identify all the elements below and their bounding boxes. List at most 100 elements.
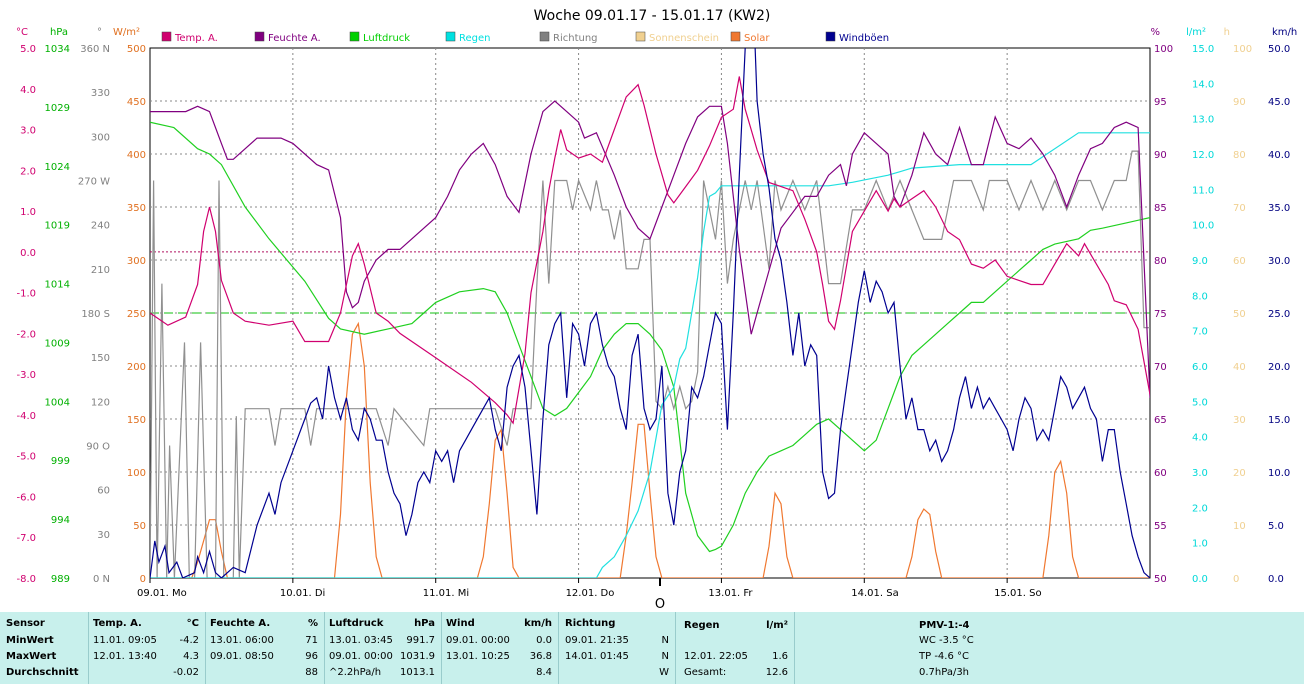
dir-tick-label: 210 xyxy=(91,265,110,276)
dir-tick-label: 150 xyxy=(91,353,110,364)
rain-total-label: Gesamt: xyxy=(684,667,727,678)
pres-min-time: 13.01. 03:45 xyxy=(329,635,393,646)
rain-tick-label: 6.0 xyxy=(1192,362,1208,373)
rain-max-time: 12.01. 22:05 xyxy=(684,651,748,662)
legend-item-label: Feuchte A. xyxy=(268,33,321,44)
weather-chart: Woche 09.01.17 - 15.01.17 (KW2) Temp. A.… xyxy=(16,8,1297,610)
rain-tick-label: 7.0 xyxy=(1192,327,1208,338)
x-tick-label: 13.01. Fr xyxy=(708,588,753,599)
dir-tick-label: 180 S xyxy=(81,309,110,320)
dir-max-time: 14.01. 01:45 xyxy=(565,651,629,662)
pmv-dewpoint: TP -4.6 °C xyxy=(919,651,969,662)
pres-tick-label: 994 xyxy=(51,515,70,526)
solar-tick-label: 350 xyxy=(127,203,146,214)
rain-total-value: 12.6 xyxy=(765,667,788,678)
x-tick-label: 15.01. So xyxy=(994,588,1041,599)
wind-avg-value: 8.4 xyxy=(536,667,552,678)
sensor-header: Sensor xyxy=(6,618,45,629)
pres-tick-label: 1004 xyxy=(45,397,70,408)
dir-tick-label: 240 xyxy=(91,221,110,232)
solar-tick-label: 400 xyxy=(127,150,146,161)
grid-lines xyxy=(150,48,1150,578)
rain-tick-label: 13.0 xyxy=(1192,115,1214,126)
temp-tick-label: -4.0 xyxy=(16,411,36,422)
temp-unit-label: °C xyxy=(16,27,28,38)
cursor-marker[interactable]: O xyxy=(655,597,665,610)
hum-max-time: 09.01. 08:50 xyxy=(210,651,274,662)
hum-tick-label: 85 xyxy=(1154,203,1167,214)
temp-tick-label: 5.0 xyxy=(20,44,36,55)
solar-tick-label: 300 xyxy=(127,256,146,267)
legend-item-label: Temp. A. xyxy=(174,33,218,44)
dir-min-value: N xyxy=(661,635,669,646)
pres-unit-label: hPa xyxy=(50,27,68,38)
left-axes: 5.0 4.0 3.0 2.0 1.0 0.0 -1.0 -2.0 -3.0 -4.0 -5.0 -6… xyxy=(16,27,146,585)
gust-tick-label: 35.0 xyxy=(1268,203,1290,214)
pres-tick-label: 1024 xyxy=(45,162,70,173)
hum-unit: % xyxy=(307,618,318,629)
temp-min-time: 11.01. 09:05 xyxy=(93,635,157,646)
legend-swatch xyxy=(445,31,456,42)
dir-tick-label: 60 xyxy=(97,486,110,497)
rain-tick-label: 15.0 xyxy=(1192,44,1214,55)
sun-tick-label: 40 xyxy=(1233,362,1246,373)
temp-tick-label: -8.0 xyxy=(16,574,36,585)
sun-tick-label: 20 xyxy=(1233,468,1246,479)
dir-header: Richtung xyxy=(565,618,616,629)
chart-title: Woche 09.01.17 - 15.01.17 (KW2) xyxy=(534,8,771,24)
rain-tick-label: 0.0 xyxy=(1192,574,1208,585)
dir-tick-label: 0 N xyxy=(93,574,110,585)
dir-min-time: 09.01. 21:35 xyxy=(565,635,629,646)
stats-dir-column: Richtung 09.01. 21:35 N 14.01. 01:45 N W xyxy=(559,612,676,684)
minwert-label: MinWert xyxy=(6,635,54,646)
stats-sensor-column: Sensor MinWert MaxWert Durchschnitt xyxy=(0,612,89,684)
legend-item-label: Richtung xyxy=(553,33,598,44)
solar-tick-label: 200 xyxy=(127,362,146,373)
chart-legend: Temp. A. Feuchte A. Luftdruck Regen Richtung… xyxy=(161,31,889,44)
pres-tick-label: 1009 xyxy=(45,338,70,349)
legend-item-label: Regen xyxy=(459,33,491,44)
hum-tick-label: 55 xyxy=(1154,521,1167,532)
dir-tick-label: 30 xyxy=(97,530,110,541)
hum-min-value: 71 xyxy=(305,635,318,646)
dir-tick-label: 330 xyxy=(91,88,110,99)
legend-item-label: Luftdruck xyxy=(363,33,410,44)
temp-series-line xyxy=(150,76,1150,425)
pres-max-time: 09.01. 00:00 xyxy=(329,651,393,662)
pres-unit: hPa xyxy=(414,618,435,629)
temp-header: Temp. A. xyxy=(93,618,142,629)
series-group xyxy=(150,48,1150,578)
legend-item-label: Windböen xyxy=(839,33,889,44)
stats-temp-column: Temp. A. °C 11.01. 09:05 -4.2 12.01. 13:… xyxy=(89,612,206,684)
solar-tick-label: 0 xyxy=(140,574,146,585)
rain-tick-label: 9.0 xyxy=(1192,256,1208,267)
pres-trend: ^2.2hPa/h xyxy=(329,667,382,678)
gust-tick-label: 40.0 xyxy=(1268,150,1290,161)
rain-series-line xyxy=(150,132,1150,578)
right-axes: 10095908580757065605550%15.014.013.012.0… xyxy=(1150,27,1297,585)
solar-tick-label: 250 xyxy=(127,309,146,320)
rain-tick-label: 11.0 xyxy=(1192,185,1214,196)
rain-unit: l/m² xyxy=(766,620,788,631)
solar-series-line xyxy=(150,321,1150,578)
temp-tick-label: -2.0 xyxy=(16,329,36,340)
rain-tick-label: 2.0 xyxy=(1192,503,1208,514)
hum-unit-label: % xyxy=(1150,27,1160,38)
sun-tick-label: 10 xyxy=(1233,521,1246,532)
solar-tick-label: 100 xyxy=(127,468,146,479)
durchschnitt-label: Durchschnitt xyxy=(6,667,79,678)
dir-tick-label: 270 W xyxy=(78,177,110,188)
legend-item-label: Sonnenschein xyxy=(649,33,719,44)
legend-swatch xyxy=(825,31,836,42)
rain-tick-label: 4.0 xyxy=(1192,433,1208,444)
temp-min-value: -4.2 xyxy=(179,635,199,646)
legend-swatch xyxy=(539,31,550,42)
pmv-header: PMV-1:-4 xyxy=(919,620,970,631)
hum-tick-label: 90 xyxy=(1154,150,1167,161)
rain-tick-label: 8.0 xyxy=(1192,291,1208,302)
rain-header: Regen xyxy=(684,620,720,631)
temp-tick-label: -7.0 xyxy=(16,533,36,544)
sun-tick-label: 70 xyxy=(1233,203,1246,214)
gust-tick-label: 5.0 xyxy=(1268,521,1284,532)
wind-max-time: 13.01. 10:25 xyxy=(446,651,510,662)
